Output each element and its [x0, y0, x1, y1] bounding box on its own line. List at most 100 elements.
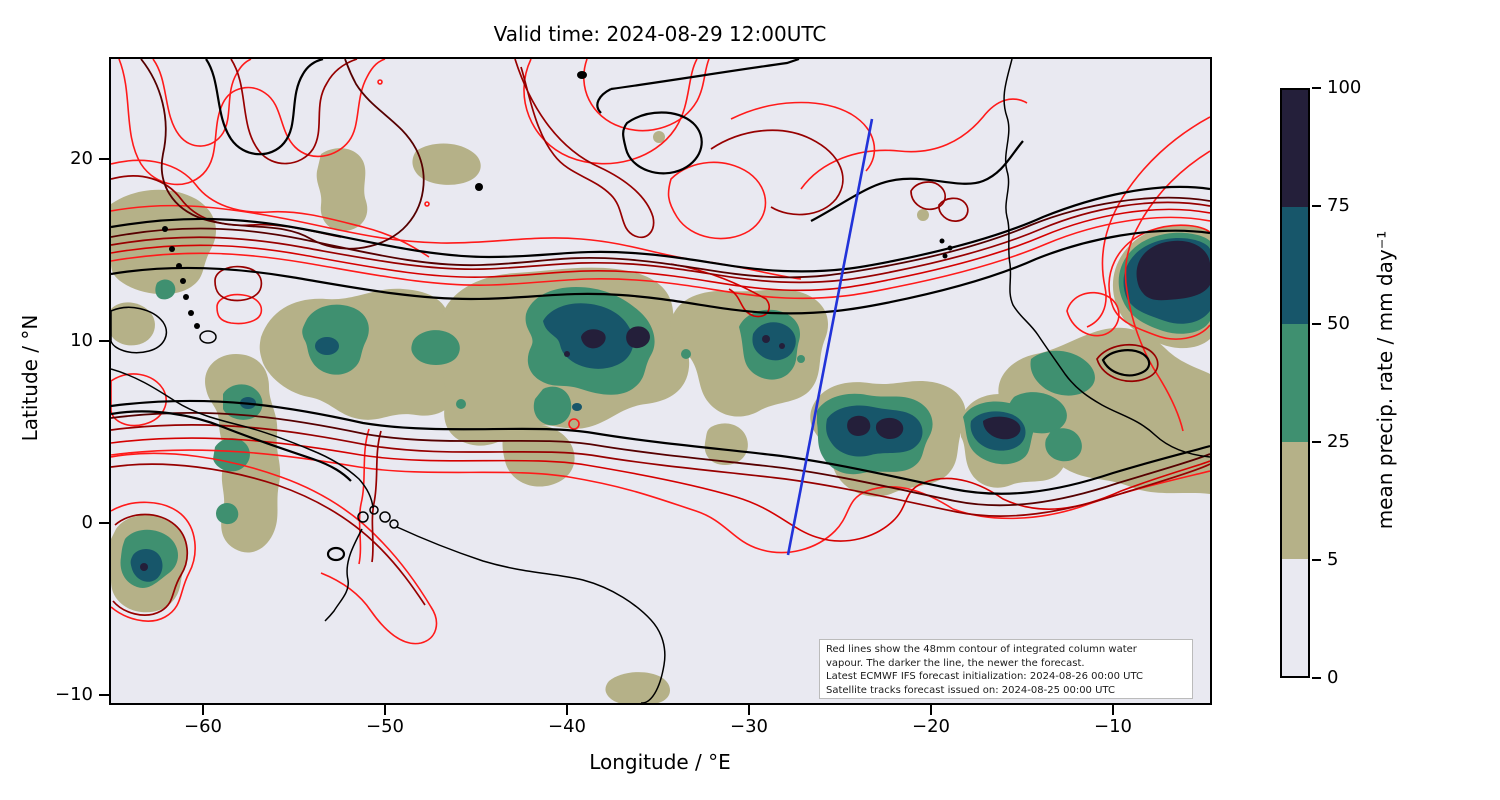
icwv-contour-line — [371, 430, 382, 563]
icwv-contour-loop — [326, 546, 346, 562]
x-tick-mark — [566, 705, 568, 715]
icwv-contour-line — [111, 423, 1210, 517]
icwv-contour-line — [230, 59, 358, 165]
precip-fill — [653, 131, 665, 143]
icwv-contour-line — [1086, 116, 1210, 328]
colorbar-tick-mark — [1312, 559, 1321, 561]
icwv-contour-layer-mid-red — [111, 208, 1210, 542]
annotation-box: Red lines show the 48mm contour of integ… — [819, 639, 1193, 699]
satellite-track-layer — [786, 118, 874, 556]
x-tick-label: −60 — [184, 716, 222, 737]
island-antilles — [180, 278, 186, 284]
precip-fill — [411, 330, 460, 365]
island-small — [577, 71, 587, 79]
annotation-line: Red lines show the 48mm contour of integ… — [826, 644, 1137, 655]
icwv-contour-line — [730, 101, 876, 172]
annotation-line: vapour. The darker the line, the newer t… — [826, 657, 1085, 669]
coastline-brazil — [396, 526, 666, 703]
icwv-contour-layer-black — [111, 59, 1210, 562]
icwv-contour-line — [111, 437, 1210, 542]
precip-fill — [983, 416, 1021, 440]
icwv-contour-line — [111, 449, 1210, 554]
y-tick-label: 20 — [70, 148, 93, 169]
icwv-contour-line — [118, 59, 386, 186]
satellite-track-line — [786, 118, 874, 556]
annotation-line: Latest ECMWF IFS forecast initialization… — [826, 671, 1143, 682]
river-amazon — [324, 528, 363, 622]
precip-fill — [533, 386, 572, 426]
precip-fill — [1136, 240, 1210, 301]
icwv-contour-line — [214, 265, 263, 302]
colorbar-tick-mark — [1312, 205, 1321, 207]
island-cape-verde — [947, 245, 953, 251]
precip-fill — [626, 326, 650, 349]
island-antilles — [169, 246, 175, 252]
y-axis-label: Latitude / °N — [18, 314, 42, 442]
x-axis-label: Longitude / °E — [589, 750, 731, 774]
colorbar-tick-mark — [1312, 677, 1321, 679]
icwv-contour-line — [216, 293, 263, 325]
icwv-contour-line — [583, 59, 710, 132]
x-tick-mark — [1112, 705, 1114, 715]
coastline-west-africa — [1003, 59, 1210, 458]
precip-fill — [605, 672, 670, 703]
y-tick-label: 10 — [70, 330, 93, 351]
island-antilles — [194, 323, 200, 329]
precip-fill — [572, 403, 582, 411]
icwv-contour-line — [710, 129, 844, 216]
colorbar-segment-0-5 — [1282, 558, 1308, 677]
colorbar-tick-mark — [1312, 323, 1321, 325]
y-tick-mark — [99, 340, 109, 342]
precip-fill — [213, 438, 250, 472]
x-tick-label: −40 — [548, 716, 586, 737]
icwv-contour-line — [622, 111, 703, 175]
x-tick-mark — [748, 705, 750, 715]
map-canvas — [111, 59, 1210, 703]
icwv-contour-line — [810, 140, 1024, 222]
island-antilles — [162, 226, 168, 232]
colorbar-segment-50-75 — [1282, 207, 1308, 325]
island-amazon-delta — [357, 511, 369, 523]
precip-fill — [502, 424, 575, 487]
precip-fill — [155, 279, 176, 300]
icwv-contour-line — [111, 501, 196, 622]
icwv-contour-line — [111, 411, 1210, 507]
icwv-contour-dot — [424, 201, 430, 207]
colorbar-tick-label: 75 — [1327, 195, 1350, 216]
precip-fill — [315, 337, 339, 355]
y-tick-label: −10 — [55, 684, 93, 705]
precip-fill — [704, 423, 748, 465]
icwv-contour-line — [514, 59, 655, 239]
island-amazon-delta — [389, 519, 399, 529]
icwv-contour-line — [1101, 349, 1151, 377]
island-trinidad — [199, 330, 217, 344]
icwv-contour-line — [111, 410, 352, 482]
precip-fill — [581, 329, 606, 349]
y-tick-mark — [99, 522, 109, 524]
precip-fill — [779, 343, 785, 349]
colorbar-segment-5-25 — [1282, 441, 1308, 559]
icwv-contour-layer-dark-red — [111, 59, 1210, 616]
y-tick-label: 0 — [81, 512, 93, 533]
icwv-contour-line — [358, 428, 370, 565]
colorbar-tick-label: 100 — [1327, 77, 1362, 98]
island-small — [475, 183, 483, 191]
precip-fill — [1045, 428, 1082, 462]
colorbar-axis-label: mean precip. rate / mm day⁻¹ — [1373, 230, 1397, 530]
x-tick-label: −20 — [912, 716, 950, 737]
precip-fill — [875, 417, 904, 439]
x-tick-label: −50 — [366, 716, 404, 737]
icwv-contour-line — [111, 208, 1210, 292]
coastline-guianas — [111, 368, 374, 509]
colorbar-tick-mark — [1312, 441, 1321, 443]
island-antilles — [188, 310, 194, 316]
icwv-contour-layer-bright-red — [111, 59, 1210, 645]
x-tick-mark — [202, 705, 204, 715]
precip-fill — [140, 563, 148, 571]
island-antilles — [176, 263, 182, 269]
island-cape-verde — [939, 238, 945, 244]
precip-fill — [762, 335, 770, 343]
x-tick-label: −30 — [730, 716, 768, 737]
map-plot-area: Red lines show the 48mm contour of integ… — [109, 57, 1212, 705]
